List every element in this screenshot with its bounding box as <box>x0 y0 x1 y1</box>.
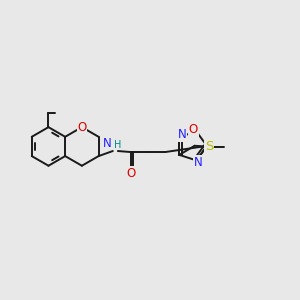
Text: N: N <box>178 128 187 142</box>
Text: O: O <box>126 167 135 180</box>
Text: O: O <box>77 121 86 134</box>
Text: N: N <box>194 156 203 169</box>
Text: H: H <box>114 140 122 150</box>
Text: O: O <box>189 123 198 136</box>
Text: N: N <box>103 137 111 150</box>
Text: S: S <box>205 140 213 153</box>
